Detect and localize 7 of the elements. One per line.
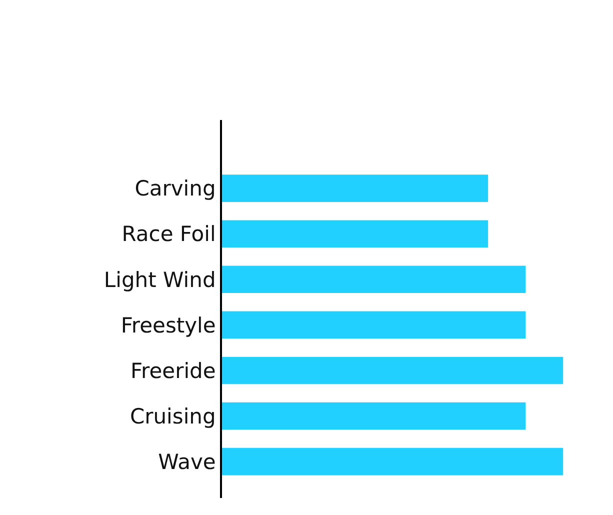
y-tick-label: Carving	[134, 176, 216, 201]
y-tick-label: Race Foil	[122, 222, 216, 246]
y-tick-label: Light Wind	[104, 268, 216, 292]
y-tick-label: Cruising	[130, 404, 216, 428]
y-tick-label: Freeride	[130, 358, 216, 383]
y-tick-label: Wave	[158, 450, 216, 474]
y-tick-label: Freestyle	[120, 313, 216, 338]
